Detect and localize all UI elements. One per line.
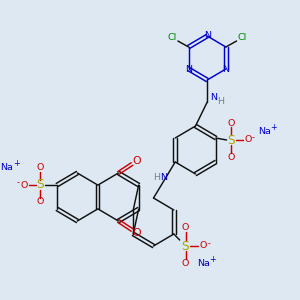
Text: H: H (153, 172, 160, 182)
Text: +: + (270, 124, 277, 133)
Text: S: S (37, 178, 44, 191)
Text: +: + (13, 158, 20, 167)
Text: N: N (204, 32, 211, 40)
Text: O: O (37, 197, 44, 206)
Text: O: O (182, 259, 189, 268)
Text: Na: Na (258, 128, 271, 136)
Text: Na: Na (197, 260, 210, 268)
Text: O: O (228, 118, 235, 127)
Text: -: - (208, 239, 210, 248)
Text: -: - (251, 134, 254, 142)
Text: S: S (228, 134, 235, 146)
Text: O: O (244, 136, 252, 145)
Text: O: O (20, 181, 28, 190)
Text: S: S (182, 239, 189, 253)
Text: +: + (210, 256, 216, 265)
Text: N: N (160, 172, 167, 182)
Text: N: N (185, 64, 192, 74)
Text: O: O (182, 224, 189, 232)
Text: O: O (228, 152, 235, 161)
Text: Cl: Cl (238, 34, 247, 43)
Text: O: O (133, 156, 141, 166)
Text: N: N (222, 64, 229, 74)
Text: H: H (218, 97, 224, 106)
Text: Na: Na (0, 164, 13, 172)
Text: O: O (133, 228, 141, 238)
Text: -: - (16, 178, 20, 188)
Text: O: O (37, 164, 44, 172)
Text: N: N (211, 92, 218, 101)
Text: O: O (200, 242, 207, 250)
Text: Cl: Cl (167, 34, 177, 43)
